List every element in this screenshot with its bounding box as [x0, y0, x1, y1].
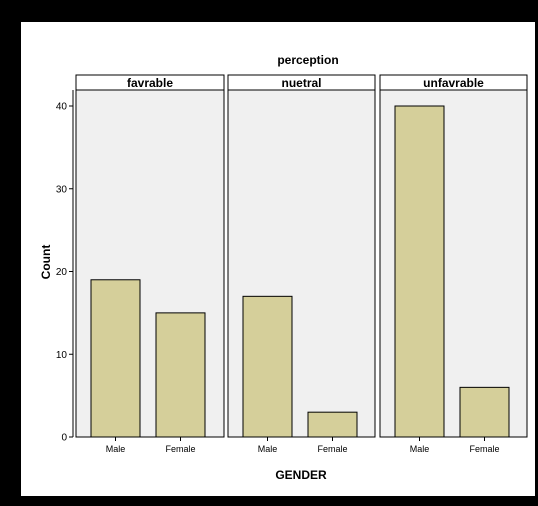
- bar-favrable-male: [90, 279, 141, 438]
- bar-nuetral-male: [242, 295, 293, 438]
- panel-nuetral: nuetral Male Female: [227, 74, 376, 454]
- x-tick-label: Female: [165, 444, 195, 454]
- panel-header-label: favrable: [127, 76, 173, 90]
- y-tick-label: 0: [61, 433, 67, 444]
- bar-unfavrable-male: [394, 105, 445, 438]
- x-axis-label: GENDER: [275, 468, 327, 482]
- x-tick-label: Male: [106, 444, 126, 454]
- y-tick-label: 30: [56, 184, 68, 195]
- x-tick-label: Female: [469, 444, 499, 454]
- panel-header-label: unfavrable: [423, 76, 484, 90]
- y-tick-label: 10: [56, 350, 68, 361]
- y-tick-label: 20: [56, 267, 68, 278]
- y-tick-label: 40: [56, 102, 68, 113]
- panel-header-label: nuetral: [281, 76, 321, 90]
- x-tick-label: Male: [258, 444, 278, 454]
- chart-title: perception: [277, 53, 338, 67]
- x-tick-label: Female: [317, 444, 347, 454]
- bar-nuetral-female: [307, 411, 358, 438]
- bar-favrable-female: [155, 312, 206, 438]
- panel-unfavrable: unfavrable Male Female: [379, 74, 528, 454]
- panel-favrable: favrable Male Female: [75, 74, 225, 454]
- x-tick-label: Male: [410, 444, 430, 454]
- bar-unfavrable-female: [459, 386, 510, 438]
- y-axis-label: Count: [39, 245, 53, 280]
